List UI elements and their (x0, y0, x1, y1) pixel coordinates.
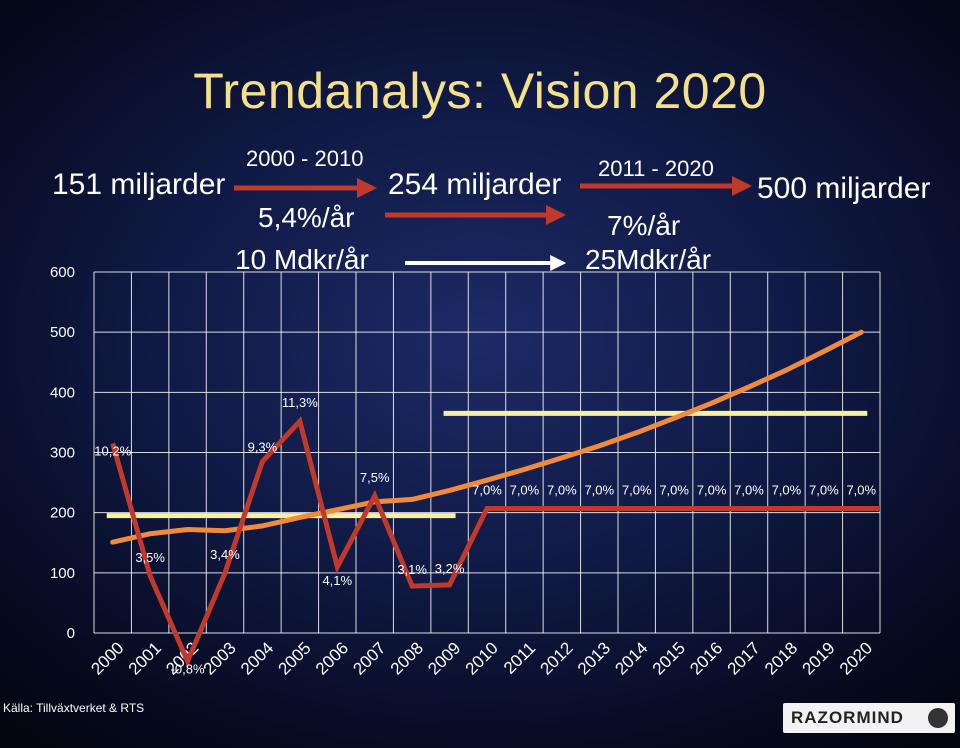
growth-data-label: 7,0% (809, 482, 839, 497)
growth-data-label: 7,0% (622, 482, 652, 497)
page-title: Trendanalys: Vision 2020 (193, 63, 767, 119)
logo-badge-icon (928, 708, 948, 728)
x-tick-label: 2014 (611, 638, 651, 678)
growth-data-label: 7,0% (584, 482, 614, 497)
growth-data-label: 7,0% (510, 482, 540, 497)
x-tick-label: 2020 (836, 638, 876, 678)
y-tick-label: 500 (50, 324, 75, 341)
y-tick-label: 400 (50, 384, 75, 401)
growth-data-label: 3,2% (435, 561, 465, 576)
x-tick-label: 2006 (312, 638, 352, 678)
period1-label: 2000 - 2010 (246, 146, 364, 171)
growth-data-label: 9,3% (248, 440, 278, 455)
period2-rate-label: 7%/år (607, 210, 681, 241)
y-tick-label: 600 (50, 264, 75, 281)
period2-label: 2011 - 2020 (598, 156, 714, 181)
x-tick-label: 2013 (574, 638, 614, 678)
growth-data-label: -0,8% (171, 661, 205, 676)
x-tick-label: 2004 (237, 638, 277, 678)
growth-data-label: 7,0% (734, 482, 764, 497)
end-value-label: 500 miljarder (757, 172, 931, 205)
mid-value-label: 254 miljarder (388, 168, 562, 201)
x-tick-label: 2007 (349, 638, 389, 678)
x-tick-label: 2016 (686, 638, 726, 678)
growth-data-label: 10,2% (94, 443, 131, 458)
x-tick-label: 2012 (537, 638, 577, 678)
series-growth (110, 416, 880, 668)
source-note: Källa: Tillväxtverket & RTS (3, 701, 145, 715)
x-tick-label: 2003 (200, 638, 240, 678)
logo-text: RAZORMIND (791, 708, 904, 727)
x-tick-label: 2017 (724, 638, 764, 678)
growth-data-label: 7,0% (547, 482, 577, 497)
x-tick-label: 2001 (125, 638, 165, 678)
y-tick-label: 200 (50, 505, 75, 522)
period1-rate-label: 5,4%/år (258, 202, 355, 233)
x-tick-label: 2019 (799, 638, 839, 678)
growth-data-label: 3,4% (210, 547, 240, 562)
x-tick-label: 2011 (500, 638, 539, 677)
start-value-label: 151 miljarder (52, 168, 226, 201)
x-tick-label: 2008 (387, 638, 427, 678)
x-tick-label: 2010 (462, 638, 502, 678)
growth-data-label: 7,0% (697, 482, 727, 497)
growth-data-label: 7,0% (772, 482, 802, 497)
growth-data-label: 7,0% (659, 482, 689, 497)
growth-data-label: 7,0% (472, 482, 502, 497)
growth-data-label: 11,3% (282, 395, 318, 410)
x-tick-label: 2005 (275, 638, 315, 678)
x-tick-label: 2015 (649, 638, 689, 678)
growth-data-label: 7,5% (360, 470, 390, 485)
growth-data-label: 3,1% (397, 562, 427, 577)
x-tick-label: 2000 (87, 638, 127, 678)
period2-abs-label: 25Mdkr/år (585, 244, 712, 275)
y-tick-label: 300 (50, 445, 75, 462)
growth-data-label: 7,0% (846, 482, 876, 497)
y-tick-label: 0 (67, 625, 75, 642)
growth-data-label: 3,5% (135, 550, 165, 565)
period1-abs-label: 10 Mdkr/år (235, 244, 369, 275)
x-tick-label: 2018 (761, 638, 801, 678)
x-tick-label: 2009 (424, 638, 464, 678)
growth-data-label: 4,1% (322, 573, 352, 588)
y-tick-label: 100 (50, 565, 75, 582)
razormind-logo: RAZORMIND (783, 703, 955, 733)
